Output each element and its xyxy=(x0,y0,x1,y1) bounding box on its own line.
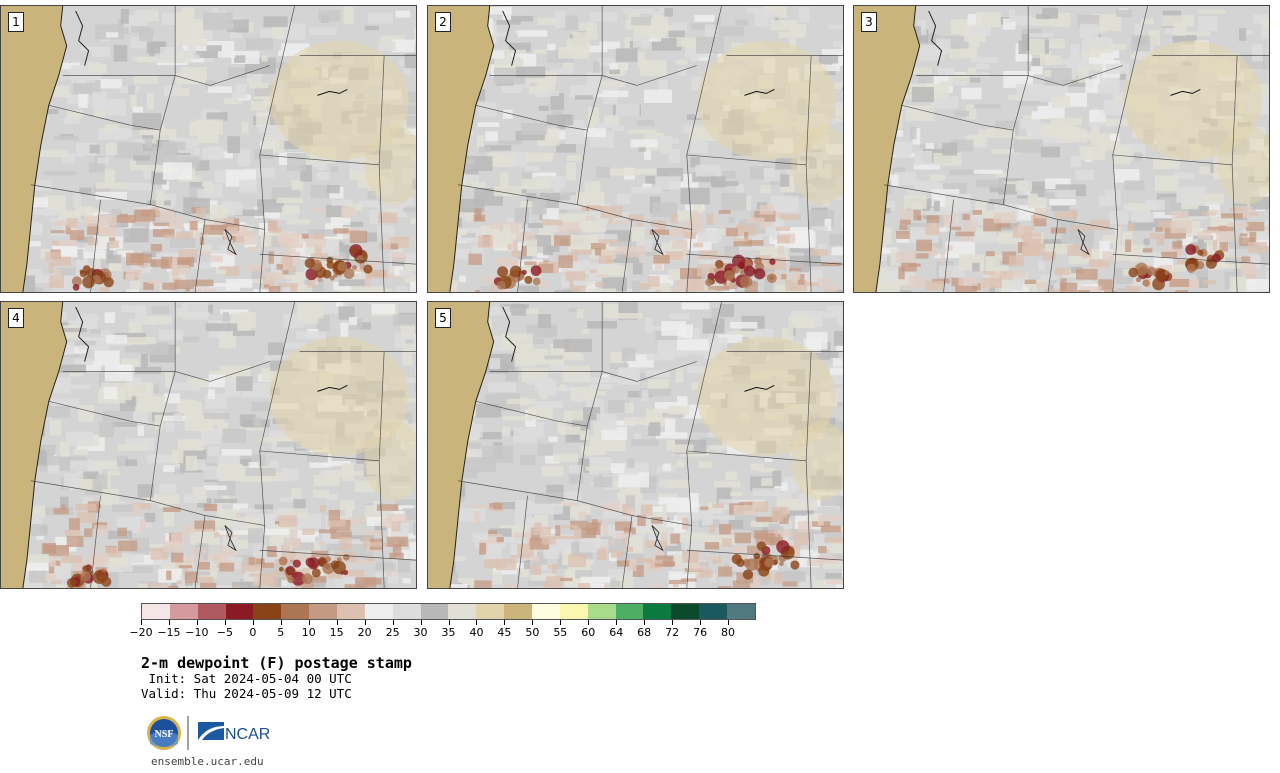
colorbar-tick-mark xyxy=(504,620,506,625)
member-panel-2: 2 xyxy=(427,5,844,293)
dewpoint-map xyxy=(854,6,1269,292)
logos: NSF NCAR xyxy=(145,714,275,752)
colorbar-tick-label: 25 xyxy=(385,626,400,639)
colorbar-swatch xyxy=(420,604,449,619)
colorbar-swatch xyxy=(615,604,644,619)
colorbar-tick-label: −10 xyxy=(185,626,209,639)
colorbar-tick-label: 5 xyxy=(277,626,285,639)
colorbar-tick-mark xyxy=(252,620,254,625)
colorbar-tick-label: 72 xyxy=(665,626,680,639)
colorbar-tick-mark xyxy=(448,620,450,625)
colorbar-tick-mark xyxy=(308,620,310,625)
colorbar-tick-label: 40 xyxy=(469,626,484,639)
colorbar-swatch xyxy=(448,604,477,619)
colorbar-tick-label: 30 xyxy=(413,626,428,639)
colorbar-tick-mark xyxy=(616,620,618,625)
colorbar-swatch xyxy=(142,604,170,619)
colorbar-swatch xyxy=(643,604,672,619)
colorbar-tick-label: −15 xyxy=(157,626,181,639)
colorbar-swatch xyxy=(671,604,700,619)
colorbar-tick-label: 45 xyxy=(497,626,512,639)
colorbar-tick-mark xyxy=(196,620,198,625)
source-url: ensemble.ucar.edu xyxy=(151,755,264,768)
colorbar-tick-mark xyxy=(224,620,226,625)
colorbar-swatch xyxy=(253,604,282,619)
colorbar-tick-label: 35 xyxy=(441,626,456,639)
colorbar-tick-mark xyxy=(336,620,338,625)
colorbar-swatch xyxy=(727,604,755,619)
init-time: Init: Sat 2024-05-04 00 UTC xyxy=(141,671,352,686)
colorbar-tick-marks xyxy=(141,620,756,625)
member-panel-4: 4 xyxy=(0,301,417,589)
colorbar-tick-mark xyxy=(728,620,730,625)
colorbar-swatch xyxy=(364,604,393,619)
colorbar-tick-label: 68 xyxy=(637,626,652,639)
plot-title: 2-m dewpoint (F) postage stamp xyxy=(141,654,412,672)
colorbar-tick-label: 15 xyxy=(329,626,344,639)
colorbar-tick-mark xyxy=(364,620,366,625)
dewpoint-map xyxy=(428,302,843,588)
colorbar-tick-mark xyxy=(476,620,478,625)
colorbar-tick-mark xyxy=(168,620,170,625)
colorbar-tick-mark xyxy=(392,620,394,625)
colorbar-tick-mark xyxy=(532,620,534,625)
member-panel-3: 3 xyxy=(853,5,1270,293)
panel-number: 2 xyxy=(435,12,451,32)
colorbar-swatch xyxy=(169,604,198,619)
colorbar-tick-label: −5 xyxy=(216,626,233,639)
colorbar-tick-mark xyxy=(644,620,646,625)
colorbar-tick-label: 20 xyxy=(357,626,372,639)
member-panel-1: 1 xyxy=(0,5,417,293)
colorbar-tick-mark xyxy=(141,620,142,625)
colorbar-tick-label: 55 xyxy=(553,626,568,639)
colorbar-swatch xyxy=(504,604,533,619)
colorbar-tick-mark xyxy=(672,620,674,625)
dewpoint-map xyxy=(428,6,843,292)
ncar-logo-text: NCAR xyxy=(225,726,270,743)
colorbar-swatch xyxy=(699,604,728,619)
panel-number: 3 xyxy=(861,12,877,32)
colorbar-tick-label: 76 xyxy=(693,626,708,639)
colorbar-tick-mark xyxy=(700,620,702,625)
colorbar-tick-label: 50 xyxy=(525,626,540,639)
panel-number: 4 xyxy=(8,308,24,328)
panel-number: 1 xyxy=(8,12,24,32)
colorbar-tick-label: 10 xyxy=(301,626,316,639)
colorbar-swatch xyxy=(225,604,254,619)
panel-number: 5 xyxy=(435,308,451,328)
colorbar-tick-label: 60 xyxy=(581,626,596,639)
colorbar-swatch xyxy=(337,604,365,619)
nsf-logo: NSF xyxy=(147,716,181,750)
colorbar-swatch xyxy=(309,604,338,619)
dewpoint-map xyxy=(1,6,416,292)
colorbar-swatch xyxy=(281,604,310,619)
colorbar-tick-mark xyxy=(280,620,282,625)
nsf-logo-text: NSF xyxy=(155,729,174,740)
colorbar-swatch xyxy=(532,604,560,619)
colorbar-swatch xyxy=(476,604,505,619)
colorbar-swatch xyxy=(392,604,421,619)
colorbar-tick-mark xyxy=(588,620,590,625)
colorbar-swatch xyxy=(197,604,226,619)
colorbar-swatch xyxy=(587,604,616,619)
colorbar xyxy=(141,603,756,620)
colorbar-tick-label: 64 xyxy=(609,626,624,639)
colorbar-tick-label: −20 xyxy=(129,626,153,639)
colorbar-tick-mark xyxy=(560,620,562,625)
member-panel-5: 5 xyxy=(427,301,844,589)
colorbar-tick-labels: −20 −15 −10 −5 0 5 10 15 20 25 30 35 40 45 50 55 60 64 68 7… xyxy=(129,626,756,640)
ncar-logo: NCAR xyxy=(198,722,270,743)
dewpoint-map xyxy=(1,302,416,588)
colorbar-tick-label: 80 xyxy=(721,626,736,639)
colorbar-swatch xyxy=(559,604,588,619)
colorbar-tick-label: 0 xyxy=(249,626,257,639)
valid-time: Valid: Thu 2024-05-09 12 UTC xyxy=(141,686,352,701)
colorbar-tick-mark xyxy=(420,620,422,625)
